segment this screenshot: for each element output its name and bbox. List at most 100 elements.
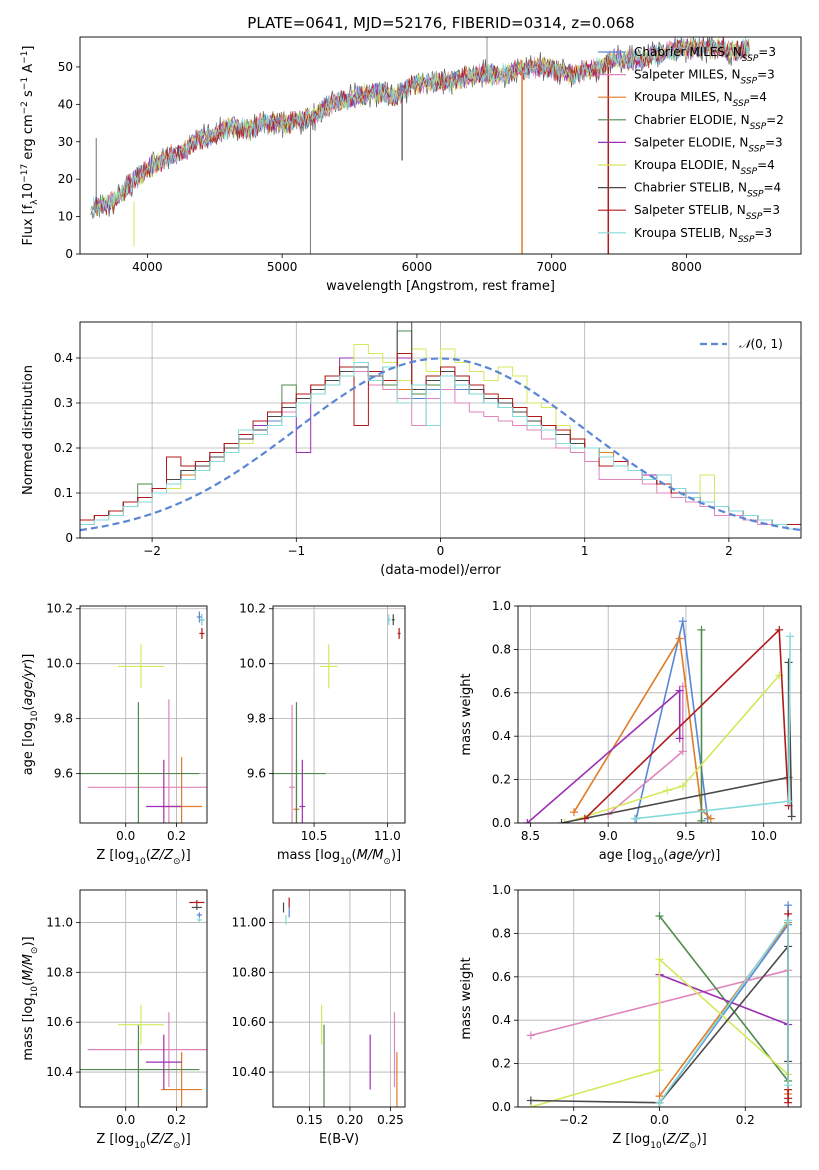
x-tick-label: 5000 bbox=[267, 260, 298, 274]
label-part: Salpeter MILES, N bbox=[634, 68, 741, 82]
label-part: ( bbox=[663, 848, 668, 863]
y-axis-label: Normed distribution bbox=[21, 365, 36, 495]
y-tick-label: 1.0 bbox=[492, 883, 511, 897]
axes-frame bbox=[272, 605, 406, 824]
x-tick-label: 4000 bbox=[132, 260, 163, 274]
label-part: )] bbox=[181, 848, 191, 863]
x-axis-label: E(B-V) bbox=[319, 1132, 359, 1147]
label-part: )] bbox=[21, 936, 36, 946]
legend-label: Kroupa MILES, NSSP=4 bbox=[634, 90, 767, 109]
x-tick-label: −2 bbox=[143, 544, 161, 558]
x-tick-label: 8.5 bbox=[521, 829, 540, 843]
weight-line-salpeter-elodie bbox=[659, 973, 789, 1026]
errorbars bbox=[80, 611, 207, 823]
y-tick-label: 50 bbox=[58, 60, 73, 74]
label-part: ( bbox=[662, 1132, 667, 1147]
mass_vs_ebv-panel: 0.15 0.20 0.25 10.40 10.60 10.80 11.00 E(B-V) bbox=[232, 889, 406, 1147]
label-part: s bbox=[21, 90, 36, 101]
x-axis-label: (data-model)/error bbox=[380, 563, 501, 578]
weight-line-salpeter-miles bbox=[607, 686, 684, 815]
weight-line-kroupa-miles bbox=[573, 636, 712, 820]
y-tick-label: 11.0 bbox=[46, 915, 73, 929]
x-tick-label: 0 bbox=[437, 544, 445, 558]
label-part: mass [log bbox=[277, 848, 340, 863]
residuals-panel: −2 −1 0 1 2 0 0.1 0.2 0.3 0.4 (data-model)/error No… bbox=[21, 321, 802, 578]
label-part: E(B-V) bbox=[319, 1132, 359, 1147]
y-tick-label: 1.0 bbox=[492, 599, 511, 613]
label-part: (0, 1) bbox=[751, 337, 783, 351]
label-part: SSP bbox=[747, 190, 764, 200]
label-part: mass weight bbox=[459, 673, 474, 755]
label-part: Z/Z bbox=[150, 848, 174, 863]
label-part: ( bbox=[146, 1132, 151, 1147]
label-part: −17 bbox=[20, 164, 30, 183]
label-part: age/yr bbox=[21, 662, 36, 705]
label-part: ( bbox=[146, 848, 151, 863]
y-tick-label: 10.80 bbox=[232, 965, 266, 979]
y-tick-label: 10 bbox=[58, 210, 73, 224]
x-tick-label: 0.20 bbox=[337, 1113, 364, 1127]
y-tick-label: 9.8 bbox=[54, 712, 73, 726]
x-axis-label: mass [log10(M/M⊙)] bbox=[277, 848, 401, 867]
label-part: M/M bbox=[21, 954, 36, 981]
spectrum-panel: 4000 5000 6000 7000 8000 0 10 20 30 40 50 wavelengt… bbox=[20, 36, 802, 294]
x-tick-label: −0.2 bbox=[559, 1113, 588, 1127]
label-part: Chabrier STELIB, N bbox=[634, 181, 747, 195]
label-part: ⊙ bbox=[689, 1141, 697, 1151]
legend-label: Salpeter MILES, NSSP=3 bbox=[634, 68, 775, 87]
age_vs_mass-panel: 10.5 11.0 9.6 9.8 10.0 10.2 mass [log10(M/M⊙)] bbox=[239, 602, 406, 867]
weight_vs_Z-panel: −0.2 0.0 0.2 0.0 0.2 0.4 0.6 0.8 1.0 Z [log10(Z/Z… bbox=[459, 883, 802, 1151]
weight-line-chabrier-stelib bbox=[561, 662, 793, 823]
label-part: 10 bbox=[652, 857, 664, 867]
legend-label: 𝒩(0, 1) bbox=[739, 337, 783, 351]
label-part: Chabrier MILES, N bbox=[634, 45, 742, 59]
y-tick-label: 10.2 bbox=[239, 602, 266, 616]
label-part: =4 bbox=[757, 158, 775, 172]
gaussian-curve bbox=[80, 357, 801, 532]
y-tick-label: 10.0 bbox=[239, 657, 266, 671]
y-tick-label: 0.6 bbox=[492, 686, 511, 700]
label-part: 10 bbox=[134, 857, 146, 867]
label-part: 10 bbox=[30, 986, 40, 998]
x-tick-label: 11.0 bbox=[374, 829, 401, 843]
label-part: Z [log bbox=[96, 1132, 134, 1147]
errorbars bbox=[80, 899, 207, 1107]
label-part: mass weight bbox=[459, 957, 474, 1039]
label-part: Normed distribution bbox=[21, 365, 36, 495]
weight-line-chabrier-elodie bbox=[658, 915, 789, 1082]
label-part: ( bbox=[21, 706, 36, 711]
x-axis-label: wavelength [Angstrom, rest frame] bbox=[326, 279, 555, 294]
x-tick-label: 8000 bbox=[671, 260, 702, 274]
y-tick-label: 0.8 bbox=[492, 926, 511, 940]
label-part: 10 bbox=[21, 183, 36, 200]
label-part: age/yr bbox=[668, 848, 711, 863]
label-part: age [log bbox=[599, 848, 652, 863]
mass_vs_Z-panel: 0.0 0.210.410.610.811.0Z [log10(Z/Z⊙)]mas… bbox=[21, 889, 208, 1151]
label-part: Z [log bbox=[96, 848, 134, 863]
spectrum-salpeter-stelib bbox=[93, 37, 750, 216]
x-tick-label: 0.0 bbox=[650, 1113, 669, 1127]
y-axis-label: mass weight bbox=[459, 957, 474, 1039]
label-part: mass [log bbox=[21, 997, 36, 1060]
label-part: ( bbox=[352, 848, 357, 863]
spectrum-kroupa-stelib bbox=[93, 37, 750, 218]
weight-lines bbox=[523, 617, 796, 823]
x-axis-label: Z [log10(Z/Z⊙)] bbox=[96, 848, 190, 867]
label-part: SSP bbox=[750, 122, 767, 132]
y-tick-label: 0.1 bbox=[54, 486, 73, 500]
y-axis-label: mass weight bbox=[459, 673, 474, 755]
legend-label: Kroupa ELODIE, NSSP=4 bbox=[634, 158, 775, 177]
figure-title: PLATE=0641, MJD=52176, FIBERID=0314, z=0… bbox=[247, 14, 634, 32]
label-part: =3 bbox=[758, 45, 776, 59]
legend-label: Chabrier MILES, NSSP=3 bbox=[634, 45, 776, 64]
label-part: M/M bbox=[357, 848, 384, 863]
axes-frame bbox=[517, 605, 802, 824]
y-tick-label: 0.3 bbox=[54, 396, 73, 410]
label-part: )] bbox=[21, 654, 36, 664]
x-axis-label: Z [log10(Z/Z⊙)] bbox=[612, 1132, 706, 1151]
label-part: ⊙ bbox=[383, 857, 391, 867]
y-tick-label: 0 bbox=[65, 531, 73, 545]
axes-frame bbox=[272, 889, 406, 1108]
